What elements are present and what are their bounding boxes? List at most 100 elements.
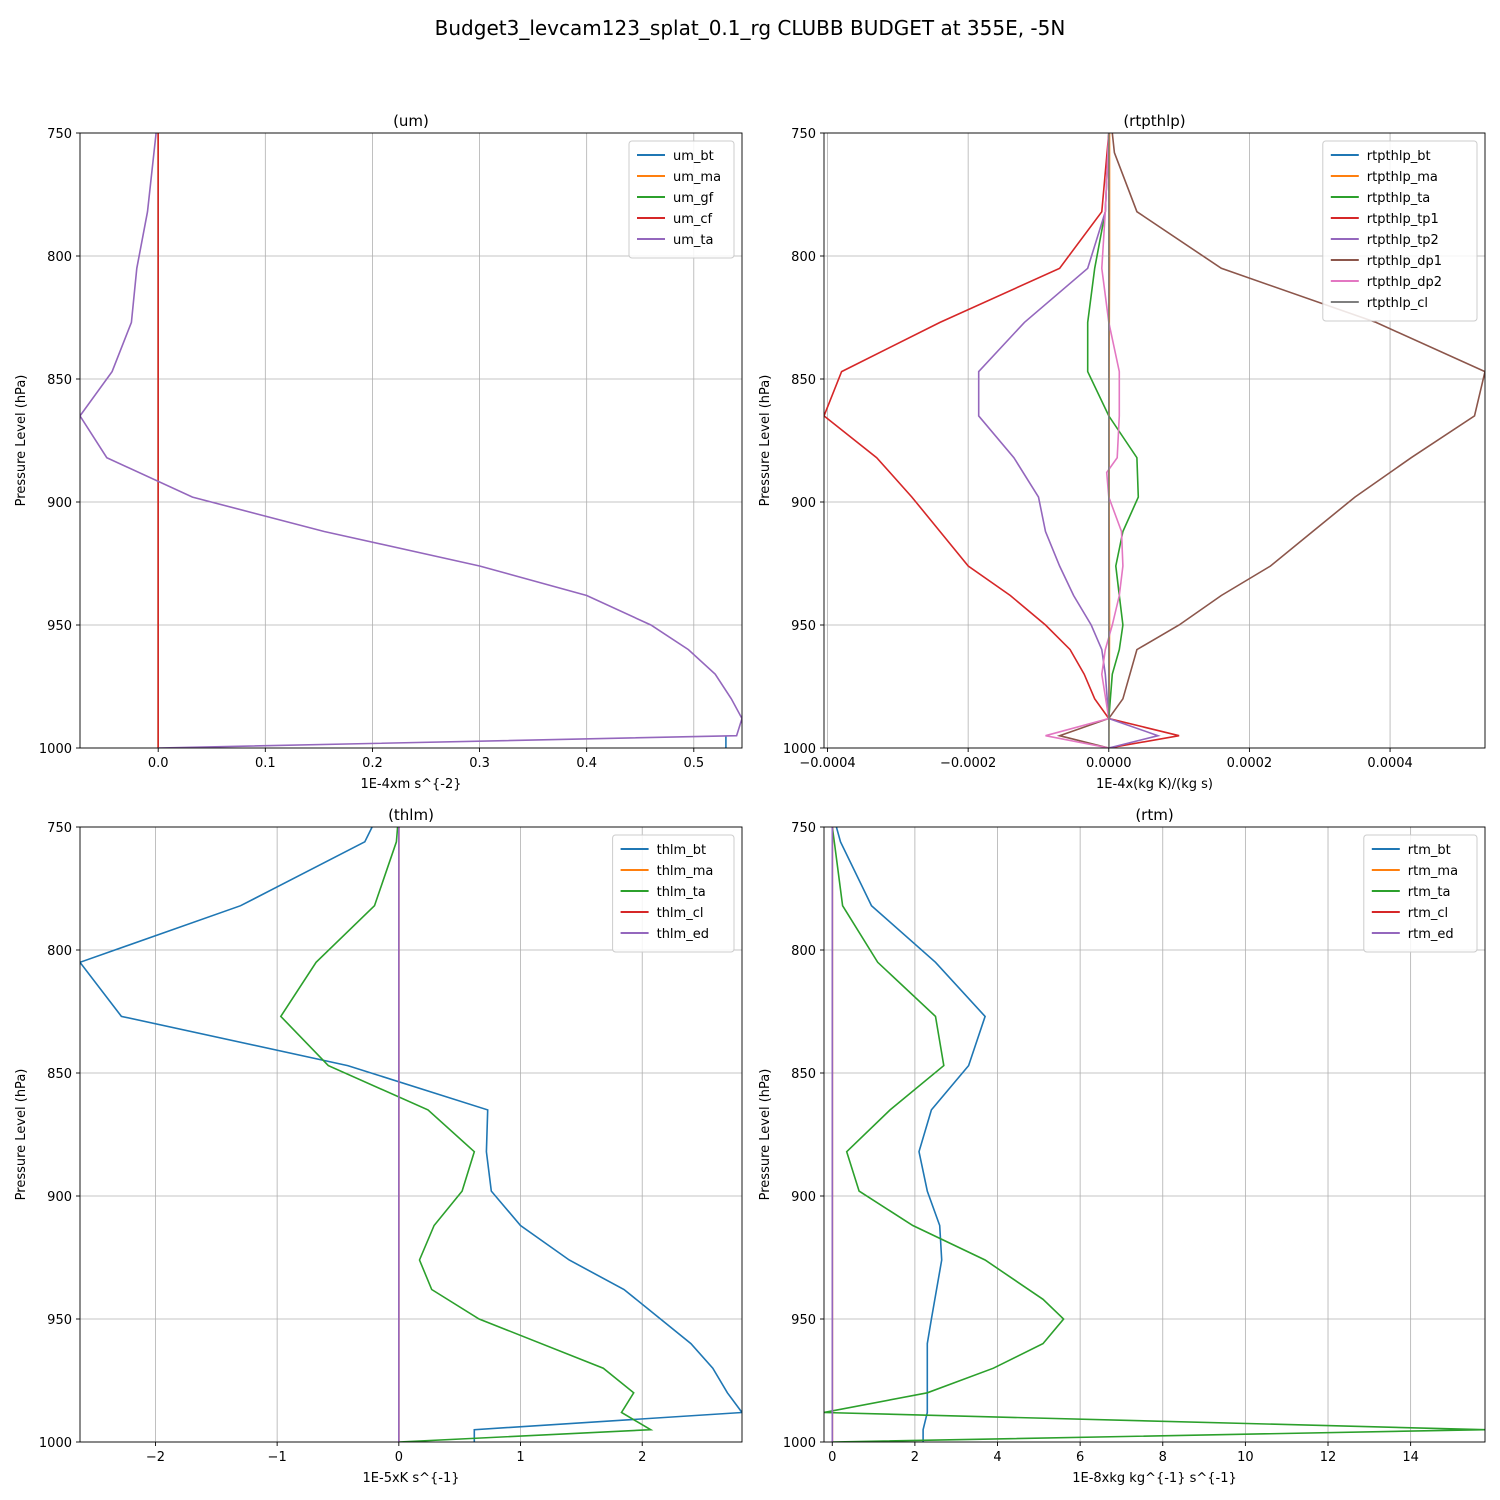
- legend-label: rtpthlp_tp1: [1367, 212, 1439, 227]
- legend-label: thlm_ta: [657, 885, 706, 900]
- y-tick-label: 800: [47, 250, 72, 265]
- x-tick-label: 12: [1320, 1450, 1337, 1465]
- x-axis-label: 1E-8xkg kg^{-1} s^{-1}: [1072, 1471, 1237, 1486]
- legend-label: rtm_ed: [1408, 927, 1454, 942]
- legend: rtpthlp_bt rtpthlp_ma rtpthlp_ta rtpthlp_tp…: [1322, 140, 1478, 322]
- legend-label: thlm_cl: [657, 906, 704, 921]
- x-tick-label: −0.0002: [940, 756, 996, 771]
- y-axis-label: Pressure Level (hPa): [758, 1069, 773, 1201]
- panel-title: (thlm): [388, 806, 434, 824]
- series-line-rtpthlp_tp1: [824, 133, 1180, 748]
- series-line-rtpthlp_dp1: [1056, 133, 1485, 748]
- y-tick-label: 900: [47, 496, 72, 511]
- x-tick-label: 4: [993, 1450, 1001, 1465]
- legend-label: rtm_ta: [1408, 885, 1451, 900]
- legend-label: thlm_ed: [657, 927, 709, 942]
- legend-box: [1363, 834, 1478, 953]
- x-axis-label: 1E-5xK s^{-1}: [363, 1471, 460, 1486]
- series-group: [80, 827, 742, 1442]
- legend-label: rtpthlp_cl: [1367, 296, 1428, 311]
- axes-frame: [79, 826, 743, 1443]
- x-tick-label: 1: [516, 1450, 524, 1465]
- legend-box: [612, 834, 735, 953]
- chart-panel-2: −2 −1 0 1 2 750 800 850 900 950 1000 (thlm) 1E-5xK s…: [14, 806, 743, 1486]
- series-line-rtpthlp_ta: [1086, 133, 1140, 748]
- y-tick-label: 850: [47, 373, 72, 388]
- x-tick-label: −1: [268, 1450, 287, 1465]
- legend-label: um_ta: [673, 233, 713, 248]
- x-tick-label: 0.0002: [1227, 756, 1273, 771]
- legend: thlm_bt thlm_ma thlm_ta thlm_cl thlm_ed: [612, 834, 735, 953]
- x-axis-label: 1E-4x(kg K)/(kg s): [1096, 777, 1213, 792]
- x-axis-label: 1E-4xm s^{-2}: [360, 777, 461, 792]
- legend-label: rtpthlp_tp2: [1367, 233, 1439, 248]
- x-tick-label: 14: [1402, 1450, 1419, 1465]
- x-tick-label: 0.0: [148, 756, 169, 771]
- y-tick-label: 1000: [39, 742, 72, 757]
- y-tick-label: 850: [791, 1067, 816, 1082]
- x-tick-label: 0.4: [576, 756, 597, 771]
- series-line-um_ta: [80, 133, 742, 748]
- grid-lines: [80, 132, 742, 749]
- legend-label: um_gf: [673, 191, 714, 206]
- y-tick-label: 950: [47, 1313, 72, 1328]
- y-tick-label: 950: [47, 619, 72, 634]
- axes-frame: [823, 132, 1486, 749]
- y-axis-label: Pressure Level (hPa): [14, 375, 29, 507]
- x-tick-label: 10: [1237, 1450, 1254, 1465]
- legend-box: [1322, 140, 1478, 322]
- series-line-thlm_bt: [80, 827, 742, 1442]
- legend-label: um_cf: [673, 212, 713, 227]
- y-tick-label: 900: [791, 496, 816, 511]
- y-tick-label: 750: [791, 821, 816, 836]
- x-tick-label: 0: [395, 1450, 403, 1465]
- legend-label: thlm_bt: [657, 843, 706, 858]
- y-tick-label: 750: [791, 127, 816, 142]
- series-line-rtm_ta: [824, 827, 1485, 1442]
- panel-title: (um): [393, 112, 429, 130]
- panel-title: (rtm): [1135, 806, 1173, 824]
- chart-panel-1: −0.0004 −0.0002 0.0000 0.0002 0.0004 750 800 85…: [758, 112, 1486, 792]
- panel-title: (rtpthlp): [1123, 112, 1185, 130]
- series-line-rtpthlp_tp2: [977, 133, 1161, 748]
- legend-label: um_bt: [673, 149, 714, 164]
- y-axis-label: Pressure Level (hPa): [758, 375, 773, 507]
- legend: rtm_bt rtm_ma rtm_ta rtm_cl rtm_ed: [1363, 834, 1478, 953]
- y-tick-label: 750: [47, 821, 72, 836]
- legend: um_bt um_ma um_gf um_cf um_ta: [628, 140, 735, 259]
- y-tick-label: 900: [791, 1190, 816, 1205]
- series-line-rtm_bt: [835, 827, 987, 1442]
- legend-label: rtm_ma: [1408, 864, 1458, 879]
- y-tick-label: 750: [47, 127, 72, 142]
- legend-label: um_ma: [673, 170, 721, 185]
- x-tick-label: 8: [1159, 1450, 1167, 1465]
- y-tick-label: 1000: [783, 1436, 816, 1451]
- y-tick-label: 950: [791, 619, 816, 634]
- chart-panel-3: 0 2 4 6 8 10 12 14 750 800 850 900 950 1000 (rtm) 1E-8x…: [758, 806, 1486, 1486]
- y-tick-label: 900: [47, 1190, 72, 1205]
- axes-frame: [823, 826, 1486, 1443]
- legend-label: rtm_cl: [1408, 906, 1448, 921]
- x-tick-label: 0.5: [683, 756, 704, 771]
- x-tick-label: 0.0004: [1367, 756, 1413, 771]
- series-line-rtpthlp_dp2: [1045, 133, 1124, 748]
- x-tick-label: 0.1: [255, 756, 276, 771]
- x-tick-label: 0: [828, 1450, 836, 1465]
- series-line-thlm_ta: [279, 827, 654, 1442]
- y-tick-label: 800: [47, 944, 72, 959]
- axes-frame: [79, 132, 743, 749]
- y-tick-label: 850: [47, 1067, 72, 1082]
- y-tick-label: 1000: [783, 742, 816, 757]
- y-axis-label: Pressure Level (hPa): [14, 1069, 29, 1201]
- chart-panel-0: 0.0 0.1 0.2 0.3 0.4 0.5 750 800 850 900 950 1000 (um…: [14, 112, 743, 792]
- series-group: [824, 133, 1485, 748]
- y-tick-label: 850: [791, 373, 816, 388]
- y-tick-label: 950: [791, 1313, 816, 1328]
- legend-label: rtpthlp_ta: [1367, 191, 1430, 206]
- legend-label: thlm_ma: [657, 864, 714, 879]
- x-tick-label: 0.0000: [1086, 756, 1132, 771]
- x-tick-label: −2: [146, 1450, 165, 1465]
- x-tick-label: 0.2: [362, 756, 383, 771]
- legend-label: rtpthlp_dp1: [1367, 254, 1442, 269]
